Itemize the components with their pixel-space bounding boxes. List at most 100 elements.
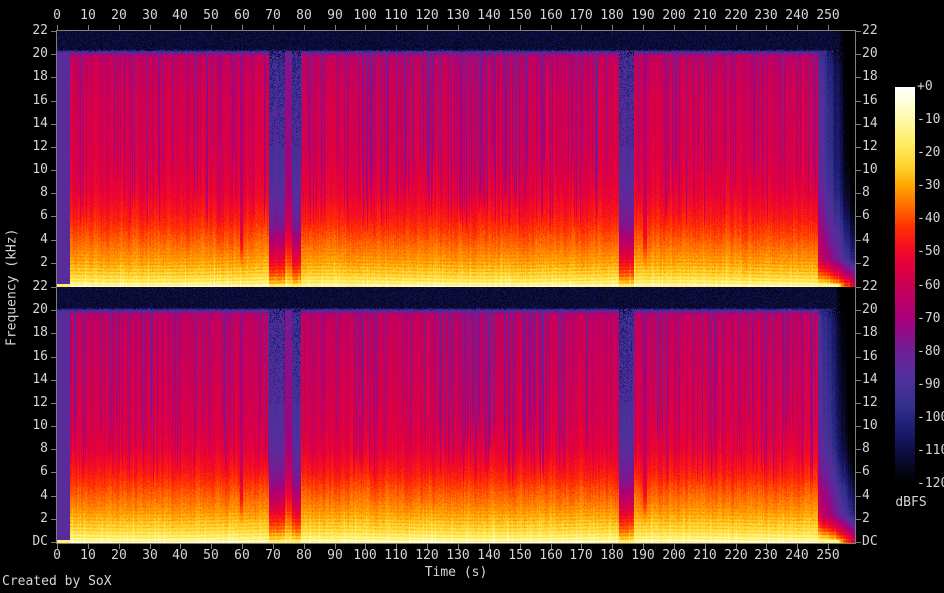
time-tick-mark [242, 25, 243, 30]
time-tick-label: 50 [203, 548, 219, 563]
freq-tick-mark [856, 124, 861, 125]
freq-tick-label: 14 [32, 116, 48, 131]
time-tick-mark [736, 25, 737, 30]
freq-tick-label: 18 [32, 325, 48, 340]
freq-tick-mark [856, 310, 861, 311]
colorbar-tick-label: -70 [917, 311, 941, 326]
freq-tick-label: 2 [40, 255, 48, 270]
time-tick-label: 200 [662, 548, 686, 563]
freq-tick-label: 14 [32, 372, 48, 387]
time-tick-mark [797, 25, 798, 30]
freq-tick-label: 22 [32, 23, 48, 38]
colorbar-tick-label: -90 [917, 377, 941, 392]
time-tick-label: 130 [446, 8, 470, 23]
freq-tick-mark [51, 54, 56, 55]
time-tick-label: 250 [816, 548, 840, 563]
time-tick-label: 20 [111, 548, 127, 563]
freq-tick-label: 2 [40, 511, 48, 526]
time-tick-label: 40 [172, 548, 188, 563]
time-tick-mark [335, 25, 336, 30]
time-tick-mark [396, 544, 397, 549]
time-tick-mark [88, 544, 89, 549]
plot-frame-right [855, 30, 856, 544]
time-tick-label: 0 [53, 548, 61, 563]
freq-tick-label: DC [32, 534, 48, 549]
freq-tick-mark [51, 240, 56, 241]
time-tick-mark [551, 25, 552, 30]
time-tick-mark [520, 544, 521, 549]
time-tick-mark [211, 25, 212, 30]
freq-tick-label: 10 [32, 162, 48, 177]
freq-tick-label: 18 [32, 69, 48, 84]
freq-tick-label: 18 [862, 325, 878, 340]
freq-tick-label: 12 [32, 395, 48, 410]
time-tick-label: 0 [53, 8, 61, 23]
time-tick-label: 240 [785, 8, 809, 23]
time-tick-mark [828, 25, 829, 30]
time-tick-label: 240 [785, 548, 809, 563]
freq-tick-mark [51, 124, 56, 125]
freq-tick-mark [856, 240, 861, 241]
freq-tick-label: 4 [40, 232, 48, 247]
colorbar-tick-label: -120 [917, 476, 944, 491]
freq-tick-label: 16 [32, 349, 48, 364]
freq-tick-mark [51, 357, 56, 358]
time-tick-label: 20 [111, 8, 127, 23]
freq-tick-mark [51, 542, 56, 543]
time-tick-label: 110 [384, 548, 408, 563]
freq-tick-mark [856, 496, 861, 497]
time-tick-label: 110 [384, 8, 408, 23]
time-tick-mark [304, 544, 305, 549]
plot-frame-bottom [56, 543, 856, 544]
time-tick-mark [396, 25, 397, 30]
time-tick-label: 200 [662, 8, 686, 23]
time-tick-label: 100 [353, 548, 377, 563]
freq-tick-label: 6 [40, 464, 48, 479]
time-tick-mark [612, 25, 613, 30]
freq-tick-label: 12 [862, 139, 878, 154]
freq-tick-mark [856, 147, 861, 148]
time-tick-label: 70 [265, 548, 281, 563]
time-tick-label: 60 [234, 8, 250, 23]
time-tick-label: 80 [296, 8, 312, 23]
freq-tick-mark [51, 216, 56, 217]
freq-tick-mark [51, 519, 56, 520]
time-tick-label: 230 [754, 8, 778, 23]
time-tick-label: 90 [327, 548, 343, 563]
freq-tick-mark [856, 77, 861, 78]
freq-tick-mark [51, 380, 56, 381]
freq-tick-label: 8 [862, 185, 870, 200]
freq-tick-label: 6 [40, 208, 48, 223]
freq-tick-label: 8 [862, 441, 870, 456]
freq-tick-mark [51, 496, 56, 497]
freq-tick-mark [51, 449, 56, 450]
time-tick-mark [489, 544, 490, 549]
freq-tick-label: 6 [862, 464, 870, 479]
freq-tick-label: 12 [32, 139, 48, 154]
freq-tick-mark [856, 542, 861, 543]
time-tick-label: 180 [600, 548, 624, 563]
time-tick-label: 30 [142, 8, 158, 23]
colorbar-tick-label: -110 [917, 443, 944, 458]
freq-tick-mark [856, 403, 861, 404]
freq-tick-mark [856, 380, 861, 381]
colorbar-tick-label: -40 [917, 211, 941, 226]
time-tick-label: 50 [203, 8, 219, 23]
freq-tick-label: 4 [862, 232, 870, 247]
time-tick-label: 220 [724, 8, 748, 23]
creator-credit: Created by SoX [2, 574, 112, 589]
freq-tick-label: 10 [32, 418, 48, 433]
freq-tick-mark [51, 77, 56, 78]
time-tick-label: 70 [265, 8, 281, 23]
freq-tick-mark [856, 216, 861, 217]
time-tick-label: 250 [816, 8, 840, 23]
time-tick-mark [365, 25, 366, 30]
colorbar-tick-label: -80 [917, 344, 941, 359]
freq-tick-mark [51, 101, 56, 102]
freq-tick-mark [51, 31, 56, 32]
time-tick-label: 160 [539, 8, 563, 23]
colorbar-tick-label: -60 [917, 278, 941, 293]
freq-tick-mark [856, 472, 861, 473]
time-tick-label: 210 [693, 548, 717, 563]
